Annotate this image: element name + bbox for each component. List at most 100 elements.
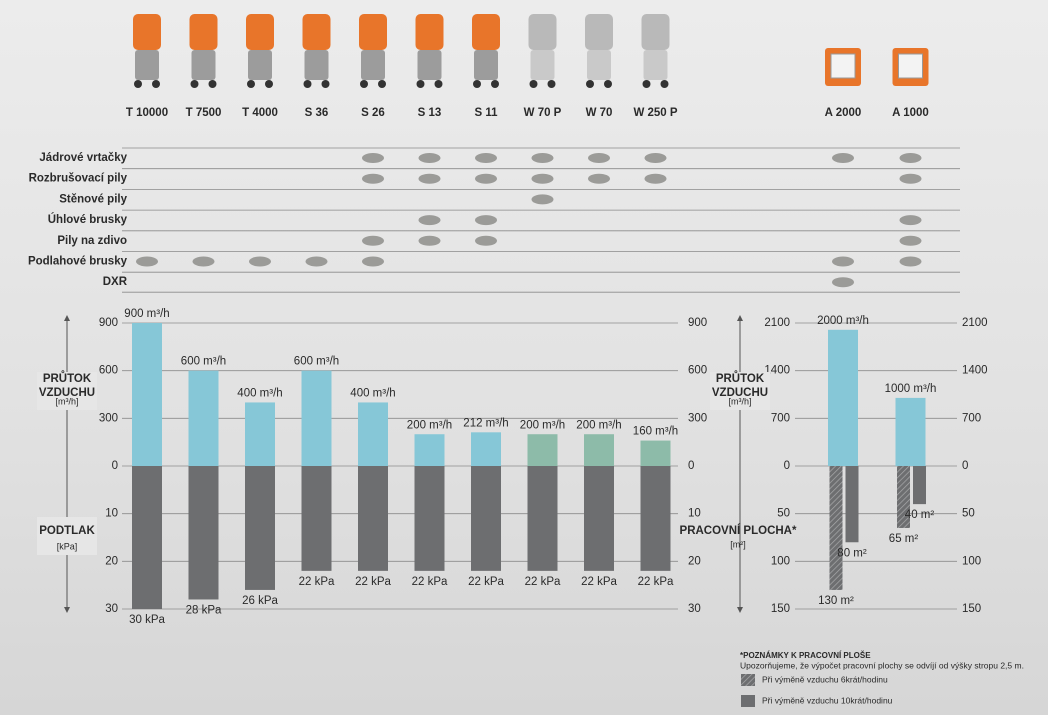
product-image xyxy=(133,14,161,50)
product-image xyxy=(304,50,329,80)
tool-icon xyxy=(531,153,554,163)
product-image xyxy=(246,14,274,50)
product-image xyxy=(321,80,330,88)
tool-icon xyxy=(899,235,922,246)
product-image xyxy=(641,14,670,50)
value-label: 200 m³/h xyxy=(520,419,565,431)
tool-icon xyxy=(899,153,922,163)
value-label: 30 kPa xyxy=(129,614,165,626)
product-name: W 250 P xyxy=(633,107,677,119)
product-name: S 11 xyxy=(474,107,498,119)
tool-icon xyxy=(475,215,497,226)
y-tick-label: 20 xyxy=(688,555,701,567)
tool-icon xyxy=(192,256,215,267)
axis-unit: [m³/h] xyxy=(728,396,751,406)
tool-icon xyxy=(832,277,854,288)
product-name: A 1000 xyxy=(892,107,929,119)
product-image xyxy=(473,80,481,88)
value-label: 22 kPa xyxy=(638,576,674,588)
tool-icon xyxy=(832,256,854,267)
y-tick-label: 2100 xyxy=(764,317,790,329)
value-label: 400 m³/h xyxy=(350,387,395,399)
bar xyxy=(471,466,501,571)
product-image xyxy=(491,80,499,88)
y-tick-label: 50 xyxy=(777,508,790,520)
bar xyxy=(132,323,162,466)
tool-icon xyxy=(832,153,854,163)
tool-icon xyxy=(362,153,384,163)
value-label: 22 kPa xyxy=(412,576,448,588)
tool-icon xyxy=(899,173,922,184)
product-name: S 36 xyxy=(305,107,329,119)
y-tick-label: 1400 xyxy=(962,365,988,377)
product-image xyxy=(208,80,217,88)
product-name: S 13 xyxy=(418,107,442,119)
product-image xyxy=(189,14,218,50)
y-tick-label: 300 xyxy=(688,412,707,424)
y-tick-label: 600 xyxy=(688,365,707,377)
bar xyxy=(414,466,445,571)
y-tick-label: 20 xyxy=(105,555,118,567)
axis-label: PRACOVNÍ PLOCHA* xyxy=(680,524,797,537)
axis-unit: [m³/h] xyxy=(55,396,78,406)
product-image xyxy=(360,80,368,88)
product-image xyxy=(302,14,331,50)
tool-icon xyxy=(362,173,384,184)
bar xyxy=(301,370,332,466)
tool-icon xyxy=(588,153,610,163)
tool-icon xyxy=(418,153,441,163)
label-bg xyxy=(710,372,770,410)
product-image xyxy=(135,50,159,80)
bar xyxy=(471,432,501,466)
y-tick-label: 700 xyxy=(771,412,790,424)
product-name: W 70 P xyxy=(524,107,562,119)
tool-icon xyxy=(644,173,667,184)
value-label: 28 kPa xyxy=(186,604,222,616)
value-label: 212 m³/h xyxy=(463,417,508,429)
tool-icon xyxy=(475,235,497,246)
y-tick-label: 1400 xyxy=(764,365,790,377)
tool-icon xyxy=(475,153,497,163)
tool-icon xyxy=(418,173,441,184)
y-tick-label: 150 xyxy=(771,603,790,615)
bar xyxy=(829,466,843,590)
label-bg xyxy=(37,372,97,410)
bar xyxy=(245,402,275,466)
product-image xyxy=(643,50,668,80)
tool-icon xyxy=(305,256,328,267)
product-image xyxy=(585,14,613,50)
legend-label: Při výměně vzduchu 10krát/hodinu xyxy=(762,695,893,705)
bar xyxy=(527,434,558,466)
tool-icon xyxy=(531,194,554,205)
product-image xyxy=(898,53,923,79)
product-image xyxy=(530,50,555,80)
bar xyxy=(828,329,858,466)
product-image xyxy=(642,80,651,88)
tool-icon xyxy=(475,173,497,184)
bar xyxy=(245,466,275,590)
product-image xyxy=(417,50,442,80)
product-name: S 26 xyxy=(361,107,385,119)
product-image xyxy=(378,80,386,88)
value-label: 200 m³/h xyxy=(576,419,621,431)
tool-name: Podlahové brusky xyxy=(28,256,128,268)
value-label: 600 m³/h xyxy=(181,356,226,368)
tool-name: Úhlové brusky xyxy=(48,213,128,226)
value-label: 22 kPa xyxy=(355,576,391,588)
bar xyxy=(358,466,388,571)
product-image xyxy=(415,14,444,50)
value-label: 22 kPa xyxy=(299,576,335,588)
tool-icon xyxy=(899,215,922,226)
product-image xyxy=(152,80,160,88)
bar xyxy=(640,466,671,571)
product-name: T 4000 xyxy=(242,107,278,119)
bar xyxy=(358,402,388,466)
bar xyxy=(301,466,332,571)
product-image xyxy=(529,80,538,88)
product-image xyxy=(474,50,498,80)
tool-icon xyxy=(362,235,384,246)
tool-name: Stěnové pily xyxy=(59,193,127,205)
bar xyxy=(913,466,926,505)
product-image xyxy=(434,80,443,88)
